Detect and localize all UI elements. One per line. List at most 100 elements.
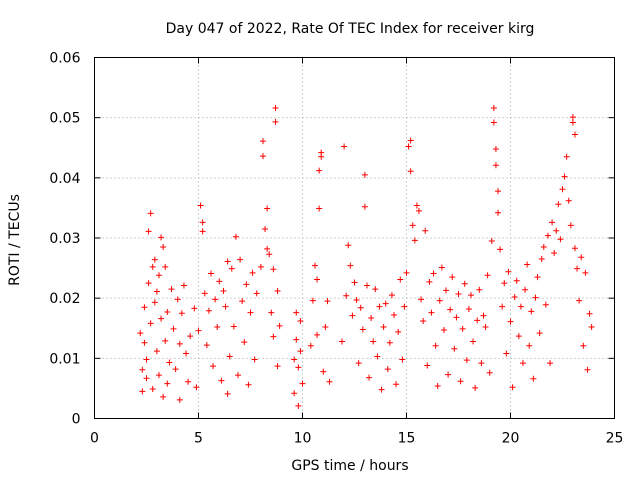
data-point: [445, 371, 452, 378]
data-point: [322, 324, 329, 331]
y-tick-label: 0.03: [49, 231, 80, 247]
data-point: [519, 360, 526, 367]
data-point: [490, 105, 497, 112]
data-point: [212, 296, 219, 303]
data-point: [168, 286, 175, 293]
data-point: [495, 209, 502, 216]
data-point: [307, 342, 314, 349]
data-point: [567, 222, 574, 229]
data-point: [232, 233, 239, 240]
data-point: [274, 287, 281, 294]
data-point: [137, 330, 144, 337]
data-point: [549, 219, 556, 226]
data-point: [388, 292, 395, 299]
data-point: [164, 309, 171, 316]
data-point: [143, 375, 150, 382]
data-point: [393, 381, 400, 388]
data-point: [151, 256, 158, 263]
data-point: [547, 360, 554, 367]
data-point: [384, 366, 391, 373]
data-point: [382, 300, 389, 307]
data-point: [474, 317, 481, 324]
data-point: [397, 276, 404, 283]
data-point: [257, 263, 264, 270]
data-point: [339, 338, 346, 345]
data-point: [455, 290, 462, 297]
data-point: [226, 353, 233, 360]
data-point: [380, 324, 387, 331]
data-point: [378, 386, 385, 393]
data-point: [370, 338, 377, 345]
data-point: [199, 219, 206, 226]
data-point: [259, 138, 266, 145]
data-point: [147, 320, 154, 327]
data-point: [316, 167, 323, 174]
data-point: [507, 318, 514, 325]
data-point: [409, 222, 416, 229]
data-point: [266, 251, 273, 258]
data-point: [262, 225, 269, 232]
data-point: [407, 137, 414, 144]
data-point: [586, 310, 593, 317]
data-point: [149, 386, 156, 393]
data-point: [428, 309, 435, 316]
data-point: [162, 337, 169, 344]
data-point: [151, 299, 158, 306]
data-point: [243, 281, 250, 288]
data-point: [540, 244, 547, 251]
data-point: [472, 384, 479, 391]
data-point: [158, 234, 165, 241]
x-tick-label: 20: [502, 431, 520, 447]
data-point: [272, 118, 279, 125]
data-point: [391, 312, 398, 319]
data-point: [374, 353, 381, 360]
data-points: [137, 105, 595, 409]
data-point: [207, 270, 214, 277]
data-point: [145, 280, 152, 287]
data-point: [492, 162, 499, 169]
data-point: [569, 114, 576, 121]
data-point: [162, 263, 169, 270]
data-point: [176, 340, 183, 347]
data-point: [478, 360, 485, 367]
data-point: [183, 350, 190, 357]
data-point: [241, 339, 248, 346]
data-point: [495, 188, 502, 195]
data-point: [582, 269, 589, 276]
data-point: [359, 326, 366, 333]
data-point: [247, 309, 254, 316]
data-point: [155, 272, 162, 279]
data-point: [422, 227, 429, 234]
data-point: [187, 333, 194, 340]
data-point: [143, 356, 150, 363]
y-tick-label: 0.05: [49, 111, 80, 127]
data-point: [199, 228, 206, 235]
data-point: [249, 269, 256, 276]
data-point: [476, 286, 483, 293]
x-axis-label: GPS time / hours: [291, 458, 408, 474]
data-point: [222, 303, 229, 310]
data-point: [239, 298, 246, 305]
data-point: [309, 297, 316, 304]
data-point: [326, 378, 333, 385]
data-point: [293, 309, 300, 316]
data-point: [420, 318, 427, 325]
data-point: [139, 388, 146, 395]
data-point: [235, 372, 242, 379]
data-point: [347, 262, 354, 269]
data-point: [482, 324, 489, 331]
data-point: [237, 256, 244, 263]
data-point: [293, 336, 300, 343]
data-point: [484, 272, 491, 279]
data-point: [440, 327, 447, 334]
data-point: [571, 131, 578, 138]
data-point: [449, 274, 456, 281]
data-point: [432, 342, 439, 349]
data-point: [259, 153, 266, 160]
data-point: [224, 390, 231, 397]
data-point: [176, 396, 183, 403]
data-point: [524, 261, 531, 268]
data-point: [357, 304, 364, 311]
data-point: [274, 363, 281, 370]
data-point: [178, 310, 185, 317]
